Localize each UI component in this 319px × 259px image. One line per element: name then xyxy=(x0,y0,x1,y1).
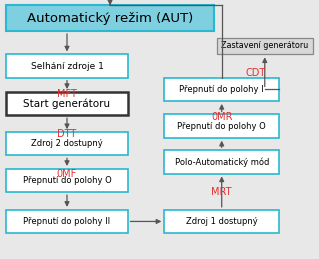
Text: Zastavení generátoru: Zastavení generátoru xyxy=(221,41,308,51)
FancyBboxPatch shape xyxy=(6,92,128,115)
FancyBboxPatch shape xyxy=(6,5,214,31)
FancyBboxPatch shape xyxy=(6,54,128,78)
Text: Zdroj 1 dostupný: Zdroj 1 dostupný xyxy=(186,217,257,226)
Text: Přepnutí do polohy I: Přepnutí do polohy I xyxy=(179,85,264,94)
Text: MRT: MRT xyxy=(211,187,232,197)
Text: 0MR: 0MR xyxy=(211,112,233,122)
FancyBboxPatch shape xyxy=(6,210,128,233)
FancyBboxPatch shape xyxy=(6,132,128,155)
Text: Zdroj 2 dostupný: Zdroj 2 dostupný xyxy=(31,139,103,148)
Text: 0MF: 0MF xyxy=(57,169,77,179)
FancyBboxPatch shape xyxy=(164,114,279,138)
FancyBboxPatch shape xyxy=(164,78,279,101)
FancyBboxPatch shape xyxy=(217,38,313,54)
FancyBboxPatch shape xyxy=(164,210,279,233)
Text: Přepnutí do polohy O: Přepnutí do polohy O xyxy=(23,176,111,185)
Text: Přepnutí do polohy II: Přepnutí do polohy II xyxy=(23,217,111,226)
Text: DTT: DTT xyxy=(57,129,77,139)
FancyBboxPatch shape xyxy=(164,150,279,174)
Text: Polo-Automatický mód: Polo-Automatický mód xyxy=(174,157,269,167)
Text: Selhání zdroje 1: Selhání zdroje 1 xyxy=(31,62,103,70)
Text: Start generátoru: Start generátoru xyxy=(23,98,111,109)
Text: Přepnutí do polohy O: Přepnutí do polohy O xyxy=(177,122,266,131)
Text: MFT: MFT xyxy=(57,89,77,99)
Text: CDT: CDT xyxy=(245,68,265,77)
Text: Automatický režim (AUT): Automatický režim (AUT) xyxy=(27,12,193,25)
FancyBboxPatch shape xyxy=(6,169,128,192)
